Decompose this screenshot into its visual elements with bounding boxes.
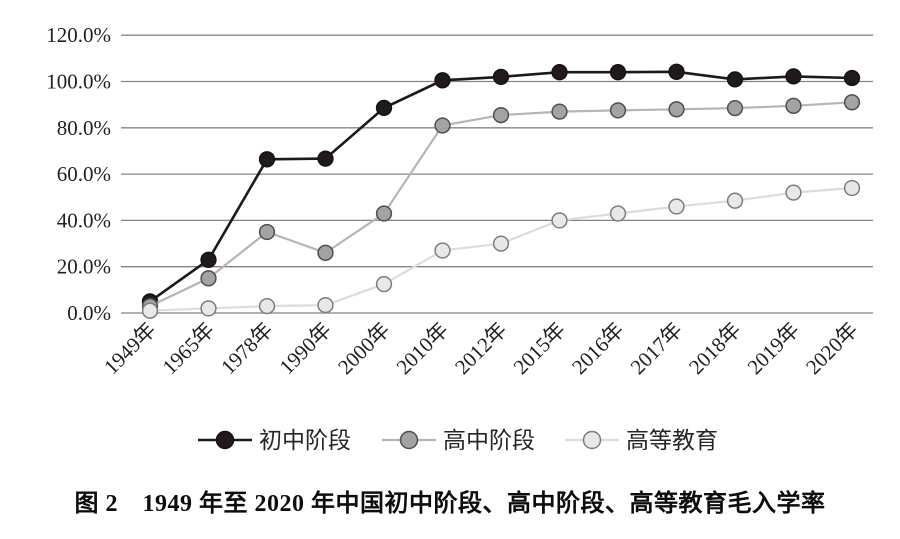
- series-higher-education-marker: [609, 205, 627, 222]
- series-junior-secondary-marker: [843, 69, 861, 87]
- series-junior-secondary-marker: [551, 64, 568, 81]
- legend-marker-senior-secondary: [399, 430, 419, 450]
- series-junior-secondary: [141, 63, 861, 310]
- series-junior-secondary-marker: [317, 150, 334, 167]
- series-junior-secondary-marker: [785, 68, 802, 85]
- series-senior-secondary-line: [149, 101, 853, 308]
- series-junior-secondary-marker: [200, 251, 217, 268]
- figure-caption: 图 2 1949 年至 2020 年中国初中阶段、高中阶段、高等教育毛入学率: [74, 491, 826, 517]
- legend: 初中阶段 高中阶段 高等教育: [198, 428, 718, 453]
- series-higher-education-marker: [375, 275, 393, 293]
- series-junior-secondary-marker: [258, 151, 276, 168]
- series-junior-secondary-marker: [726, 71, 744, 88]
- y-tick-label: 100.0%: [46, 70, 111, 94]
- x-tick-label: 1990年: [275, 318, 337, 380]
- legend-label-higher-education: 高等教育: [626, 428, 718, 453]
- series-junior-secondary-marker: [668, 63, 685, 80]
- series-senior-secondary-marker: [726, 99, 744, 117]
- series-senior-secondary-marker: [375, 205, 393, 222]
- y-tick-label: 80.0%: [57, 116, 111, 140]
- series-junior-secondary-marker: [434, 72, 451, 89]
- y-tick-label: 60.0%: [57, 162, 111, 186]
- y-tick-label: 0.0%: [67, 301, 111, 325]
- series-higher-education-marker: [551, 212, 568, 229]
- series-senior-secondary-marker: [551, 103, 568, 120]
- series-senior-secondary-marker: [785, 97, 802, 114]
- y-tick-label: 20.0%: [57, 255, 111, 279]
- series-higher-education-marker: [317, 296, 334, 314]
- series-higher-education-marker: [668, 198, 685, 215]
- series-senior-secondary-marker: [434, 117, 451, 134]
- series-higher-education-marker: [492, 235, 510, 252]
- x-tick-label: 1949年: [99, 318, 161, 380]
- x-tick-label: 2020年: [801, 318, 863, 380]
- x-tick-label: 2019年: [743, 318, 805, 380]
- x-axis-labels: 1949年1965年1978年1990年2000年2010年2012年2015年…: [99, 318, 863, 380]
- chart-svg: 0.0% 20.0% 40.0% 60.0% 80.0% 100.0% 120.0% 194…: [46, 23, 873, 453]
- x-tick-label: 2000年: [333, 318, 395, 380]
- x-tick-label: 2016年: [567, 318, 629, 380]
- series-higher-education-marker: [258, 297, 276, 315]
- x-tick-label: 2015年: [509, 318, 571, 380]
- legend-label-senior-secondary: 高中阶段: [443, 428, 535, 453]
- series-senior-secondary-marker: [258, 223, 276, 241]
- x-tick-label: 1965年: [158, 318, 220, 380]
- x-tick-label: 2012年: [450, 318, 512, 380]
- legend-label-junior-secondary: 初中阶段: [259, 428, 351, 453]
- series-junior-secondary-marker: [492, 68, 510, 86]
- series-higher-education-marker: [434, 242, 451, 259]
- legend-item-junior-secondary: 初中阶段: [198, 428, 351, 453]
- series-junior-secondary-marker: [375, 99, 393, 117]
- series-senior-secondary-marker: [609, 102, 627, 119]
- legend-marker-junior-secondary: [215, 430, 235, 450]
- series-senior-secondary-marker: [668, 101, 685, 118]
- y-tick-label: 120.0%: [46, 23, 111, 47]
- series-higher-education-marker: [200, 300, 217, 317]
- series-senior-secondary-marker: [492, 106, 510, 124]
- series-senior-secondary-marker: [317, 244, 334, 261]
- legend-marker-higher-education: [582, 430, 602, 450]
- series-layer: [141, 63, 861, 319]
- x-tick-label: 2017年: [626, 318, 688, 380]
- series-senior-secondary-marker: [200, 270, 217, 287]
- series-higher-education-marker: [843, 179, 861, 197]
- x-tick-label: 1978年: [216, 318, 278, 380]
- legend-item-higher-education: 高等教育: [565, 428, 718, 453]
- series-senior-secondary-marker: [843, 94, 861, 111]
- series-higher-education: [141, 179, 861, 319]
- y-tick-label: 40.0%: [57, 208, 111, 232]
- x-tick-label: 2018年: [684, 318, 746, 380]
- x-tick-label: 2010年: [392, 318, 454, 380]
- y-axis-labels: 0.0% 20.0% 40.0% 60.0% 80.0% 100.0% 120.0%: [46, 23, 111, 325]
- series-higher-education-marker: [785, 184, 802, 201]
- series-higher-education-marker: [141, 302, 159, 319]
- series-junior-secondary-marker: [609, 64, 627, 81]
- series-higher-education-marker: [726, 192, 744, 209]
- legend-item-senior-secondary: 高中阶段: [382, 428, 535, 453]
